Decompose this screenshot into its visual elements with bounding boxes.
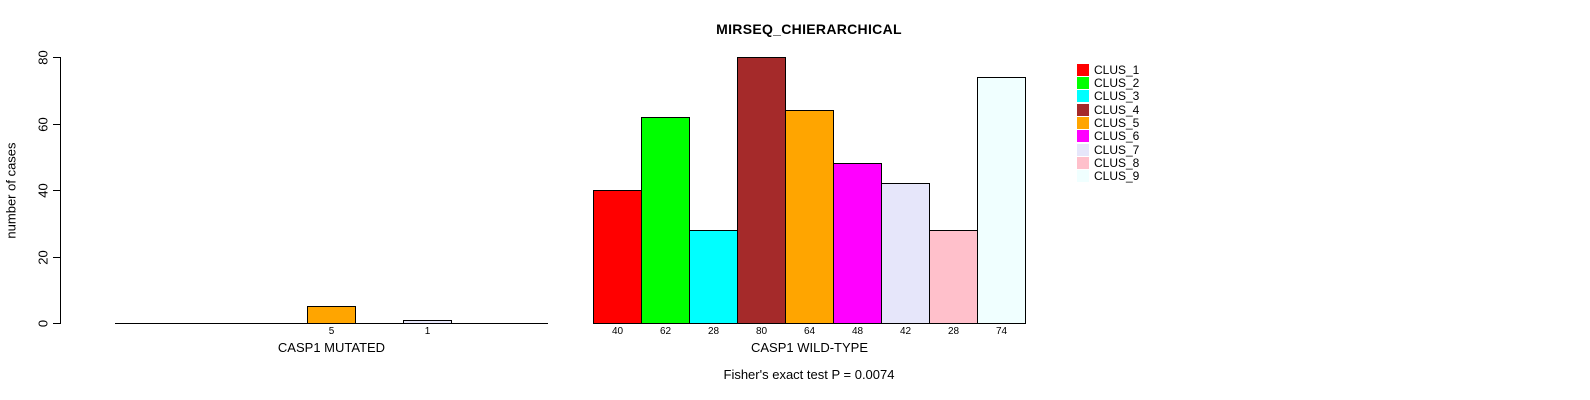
y-tick-label: 80 (35, 50, 51, 65)
legend-label: CLUS_7 (1094, 142, 1140, 157)
bar-clus_5 (785, 110, 834, 324)
legend-swatch-clus_6 (1077, 130, 1089, 143)
y-tick (53, 190, 60, 191)
legend-swatch-clus_2 (1077, 76, 1089, 89)
bar-value-label: 42 (899, 326, 912, 337)
legend-swatch-clus_3 (1077, 90, 1089, 103)
bar-value-label: 74 (995, 326, 1008, 337)
legend-item: CLUS_1 (1077, 63, 1139, 76)
legend-label: CLUS_4 (1094, 102, 1140, 117)
y-axis-spine (60, 57, 61, 324)
legend-item: CLUS_9 (1077, 170, 1139, 183)
bar-value-label: 28 (707, 326, 720, 337)
legend-item: CLUS_7 (1077, 143, 1139, 156)
legend-swatch-clus_7 (1077, 143, 1089, 156)
legend-label: CLUS_8 (1094, 155, 1140, 170)
legend-swatch-clus_4 (1077, 103, 1089, 116)
legend-label: CLUS_6 (1094, 129, 1140, 144)
y-tick-label: 60 (35, 117, 51, 132)
bar-clus_5 (307, 306, 356, 324)
bar-clus_1 (593, 190, 642, 324)
y-tick (53, 124, 60, 125)
bar-clus_3 (689, 229, 738, 324)
bar-clus_6 (833, 163, 882, 324)
legend-item: CLUS_8 (1077, 156, 1139, 169)
fisher-test-annotation: Fisher's exact test P = 0.0074 (723, 367, 895, 382)
legend-label: CLUS_3 (1094, 89, 1140, 104)
legend-label: CLUS_9 (1094, 169, 1140, 184)
bar-clus_2 (641, 116, 690, 324)
legend-swatch-clus_1 (1077, 63, 1089, 76)
bar-value-label: 1 (424, 326, 431, 337)
legend-item: CLUS_5 (1077, 116, 1139, 129)
bar-value-label: 62 (659, 326, 672, 337)
bar-clus_4 (737, 57, 786, 324)
y-tick (53, 323, 60, 324)
bar-value-label: 40 (611, 326, 624, 337)
y-tick (53, 257, 60, 258)
legend: CLUS_1 CLUS_2 CLUS_3 CLUS_4 CLUS_5 CLUS_6 CLUS… (1077, 63, 1139, 183)
chart-title: MIRSEQ_CHIERARCHICAL (716, 21, 902, 37)
legend-item: CLUS_2 (1077, 76, 1139, 89)
y-tick-label: 20 (35, 250, 51, 265)
bar-clus_7 (881, 183, 930, 324)
bar-value-label: 48 (851, 326, 864, 337)
legend-swatch-clus_8 (1077, 156, 1089, 169)
legend-item: CLUS_3 (1077, 90, 1139, 103)
legend-swatch-clus_9 (1077, 170, 1089, 183)
legend-label: CLUS_1 (1094, 62, 1140, 77)
legend-swatch-clus_5 (1077, 116, 1089, 129)
bar-value-label: 64 (803, 326, 816, 337)
bar-clus_8 (929, 229, 978, 324)
legend-item: CLUS_6 (1077, 130, 1139, 143)
group-caption: CASP1 WILD-TYPE (750, 340, 869, 355)
bar-clus_9 (977, 76, 1026, 324)
bar-clus_7 (403, 319, 452, 324)
bar-value-label: 28 (947, 326, 960, 337)
legend-label: CLUS_2 (1094, 75, 1140, 90)
legend-label: CLUS_5 (1094, 115, 1140, 130)
y-tick-label: 0 (35, 319, 51, 328)
bar-value-label: 5 (328, 326, 335, 337)
y-axis-title: number of cases (3, 142, 19, 239)
y-tick (53, 57, 60, 58)
group-caption: CASP1 MUTATED (277, 340, 386, 355)
y-tick-label: 40 (35, 183, 51, 198)
bar-value-label: 80 (755, 326, 768, 337)
legend-item: CLUS_4 (1077, 103, 1139, 116)
